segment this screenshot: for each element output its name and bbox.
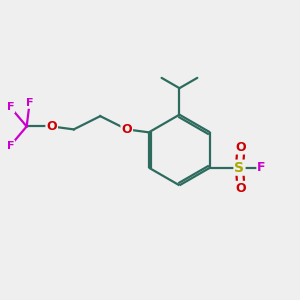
Text: O: O xyxy=(236,182,246,195)
Text: F: F xyxy=(7,102,14,112)
Text: S: S xyxy=(235,161,244,175)
Text: F: F xyxy=(26,98,33,108)
Text: F: F xyxy=(7,141,14,151)
Text: O: O xyxy=(122,123,132,136)
Text: O: O xyxy=(236,141,246,154)
Text: O: O xyxy=(46,120,57,133)
Text: F: F xyxy=(257,161,266,174)
